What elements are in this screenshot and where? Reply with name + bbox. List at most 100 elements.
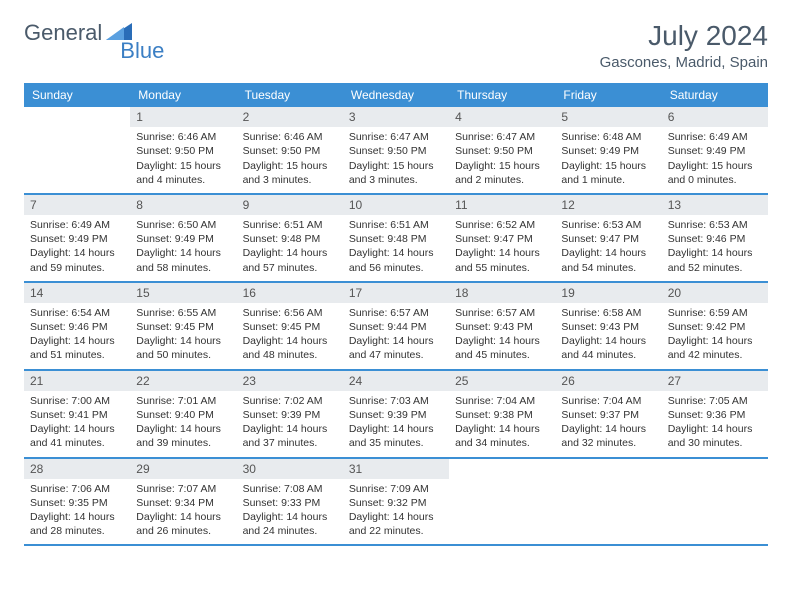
day-line: Daylight: 14 hours and 32 minutes. xyxy=(561,422,655,450)
day-line: Sunset: 9:46 PM xyxy=(668,232,762,246)
day-content: Sunrise: 6:54 AMSunset: 9:46 PMDaylight:… xyxy=(24,303,130,369)
day-line: Sunset: 9:32 PM xyxy=(349,496,443,510)
day-header: Friday xyxy=(555,83,661,107)
day-content xyxy=(24,127,130,136)
day-line: Sunset: 9:45 PM xyxy=(243,320,337,334)
day-content: Sunrise: 6:46 AMSunset: 9:50 PMDaylight:… xyxy=(237,127,343,193)
day-header: Wednesday xyxy=(343,83,449,107)
logo-text-1: General xyxy=(24,20,102,46)
day-line: Sunrise: 6:51 AM xyxy=(243,218,337,232)
day-line: Sunset: 9:44 PM xyxy=(349,320,443,334)
day-line: Sunset: 9:50 PM xyxy=(349,144,443,158)
day-line: Sunset: 9:48 PM xyxy=(349,232,443,246)
day-cell: 20 Sunrise: 6:59 AMSunset: 9:42 PMDayligh… xyxy=(662,283,768,369)
day-content xyxy=(449,479,555,488)
day-number: 4 xyxy=(449,107,555,127)
day-line: Sunrise: 7:05 AM xyxy=(668,394,762,408)
day-line: Sunset: 9:47 PM xyxy=(561,232,655,246)
day-cell xyxy=(555,459,661,545)
day-line: Sunrise: 6:53 AM xyxy=(668,218,762,232)
day-line: Daylight: 14 hours and 34 minutes. xyxy=(455,422,549,450)
day-line: Sunrise: 7:00 AM xyxy=(30,394,124,408)
day-line: Sunrise: 6:47 AM xyxy=(349,130,443,144)
day-line: Sunset: 9:38 PM xyxy=(455,408,549,422)
day-line: Daylight: 14 hours and 50 minutes. xyxy=(136,334,230,362)
day-header: Thursday xyxy=(449,83,555,107)
location-text: Gascones, Madrid, Spain xyxy=(600,54,768,71)
day-line: Sunrise: 7:04 AM xyxy=(455,394,549,408)
day-cell: 25Sunrise: 7:04 AMSunset: 9:38 PMDayligh… xyxy=(449,371,555,457)
day-line: Sunrise: 6:53 AM xyxy=(561,218,655,232)
day-cell: 18Sunrise: 6:57 AMSunset: 9:43 PMDayligh… xyxy=(449,283,555,369)
day-number: 20 xyxy=(662,283,768,303)
day-line: Sunrise: 6:55 AM xyxy=(136,306,230,320)
day-cell: 19Sunrise: 6:58 AMSunset: 9:43 PMDayligh… xyxy=(555,283,661,369)
day-line: Sunset: 9:49 PM xyxy=(30,232,124,246)
day-number: 22 xyxy=(130,371,236,391)
day-line: Daylight: 15 hours and 4 minutes. xyxy=(136,159,230,187)
day-header: Monday xyxy=(130,83,236,107)
day-number: 25 xyxy=(449,371,555,391)
day-cell: 23Sunrise: 7:02 AMSunset: 9:39 PMDayligh… xyxy=(237,371,343,457)
day-cell: 26Sunrise: 7:04 AMSunset: 9:37 PMDayligh… xyxy=(555,371,661,457)
day-line: Sunset: 9:49 PM xyxy=(561,144,655,158)
day-content: Sunrise: 6:47 AMSunset: 9:50 PMDaylight:… xyxy=(343,127,449,193)
day-content: Sunrise: 6:47 AMSunset: 9:50 PMDaylight:… xyxy=(449,127,555,193)
day-headers-row: SundayMondayTuesdayWednesdayThursdayFrid… xyxy=(24,83,768,107)
day-line: Sunset: 9:42 PM xyxy=(668,320,762,334)
day-header: Saturday xyxy=(662,83,768,107)
day-cell: 17Sunrise: 6:57 AMSunset: 9:44 PMDayligh… xyxy=(343,283,449,369)
day-number: 12 xyxy=(555,195,661,215)
day-line: Sunset: 9:50 PM xyxy=(243,144,337,158)
day-content: Sunrise: 7:04 AMSunset: 9:38 PMDaylight:… xyxy=(449,391,555,457)
day-cell: 14Sunrise: 6:54 AMSunset: 9:46 PMDayligh… xyxy=(24,283,130,369)
day-line: Daylight: 14 hours and 39 minutes. xyxy=(136,422,230,450)
day-number: 3 xyxy=(343,107,449,127)
day-content: Sunrise: 6:48 AMSunset: 9:49 PMDaylight:… xyxy=(555,127,661,193)
day-content: Sunrise: 6:50 AMSunset: 9:49 PMDaylight:… xyxy=(130,215,236,281)
day-line: Daylight: 14 hours and 26 minutes. xyxy=(136,510,230,538)
day-cell: 5Sunrise: 6:48 AMSunset: 9:49 PMDaylight… xyxy=(555,107,661,193)
day-content: Sunrise: 7:00 AMSunset: 9:41 PMDaylight:… xyxy=(24,391,130,457)
day-line: Daylight: 14 hours and 55 minutes. xyxy=(455,246,549,274)
day-line: Daylight: 14 hours and 57 minutes. xyxy=(243,246,337,274)
day-line: Sunrise: 6:56 AM xyxy=(243,306,337,320)
day-line: Daylight: 14 hours and 44 minutes. xyxy=(561,334,655,362)
day-content: Sunrise: 6:53 AMSunset: 9:47 PMDaylight:… xyxy=(555,215,661,281)
day-content: Sunrise: 6:52 AMSunset: 9:47 PMDaylight:… xyxy=(449,215,555,281)
day-cell: 30Sunrise: 7:08 AMSunset: 9:33 PMDayligh… xyxy=(237,459,343,545)
day-content: Sunrise: 6:56 AMSunset: 9:45 PMDaylight:… xyxy=(237,303,343,369)
day-line: Sunset: 9:35 PM xyxy=(30,496,124,510)
day-line: Daylight: 14 hours and 52 minutes. xyxy=(668,246,762,274)
day-line: Daylight: 15 hours and 2 minutes. xyxy=(455,159,549,187)
day-line: Daylight: 14 hours and 42 minutes. xyxy=(668,334,762,362)
day-line: Sunrise: 6:49 AM xyxy=(668,130,762,144)
week-row: 21Sunrise: 7:00 AMSunset: 9:41 PMDayligh… xyxy=(24,371,768,459)
day-line: Daylight: 15 hours and 3 minutes. xyxy=(349,159,443,187)
day-header: Sunday xyxy=(24,83,130,107)
day-content: Sunrise: 6:57 AMSunset: 9:43 PMDaylight:… xyxy=(449,303,555,369)
day-line: Daylight: 15 hours and 1 minute. xyxy=(561,159,655,187)
day-cell: 31Sunrise: 7:09 AMSunset: 9:32 PMDayligh… xyxy=(343,459,449,545)
day-line: Sunrise: 6:58 AM xyxy=(561,306,655,320)
day-cell: 11Sunrise: 6:52 AMSunset: 9:47 PMDayligh… xyxy=(449,195,555,281)
day-content xyxy=(555,479,661,488)
day-number: 6 xyxy=(662,107,768,127)
day-line: Daylight: 14 hours and 56 minutes. xyxy=(349,246,443,274)
day-number: 31 xyxy=(343,459,449,479)
day-line: Sunset: 9:40 PM xyxy=(136,408,230,422)
day-line: Sunrise: 7:07 AM xyxy=(136,482,230,496)
day-line: Sunrise: 6:59 AM xyxy=(668,306,762,320)
day-line: Sunrise: 6:50 AM xyxy=(136,218,230,232)
day-number: 8 xyxy=(130,195,236,215)
day-cell: 8Sunrise: 6:50 AMSunset: 9:49 PMDaylight… xyxy=(130,195,236,281)
day-cell: 2Sunrise: 6:46 AMSunset: 9:50 PMDaylight… xyxy=(237,107,343,193)
day-cell: 9Sunrise: 6:51 AMSunset: 9:48 PMDaylight… xyxy=(237,195,343,281)
day-content: Sunrise: 7:03 AMSunset: 9:39 PMDaylight:… xyxy=(343,391,449,457)
day-line: Sunrise: 6:54 AM xyxy=(30,306,124,320)
day-line: Sunrise: 6:48 AM xyxy=(561,130,655,144)
day-line: Sunset: 9:43 PM xyxy=(455,320,549,334)
day-cell xyxy=(24,107,130,193)
day-line: Sunset: 9:50 PM xyxy=(455,144,549,158)
day-line: Sunrise: 6:57 AM xyxy=(455,306,549,320)
